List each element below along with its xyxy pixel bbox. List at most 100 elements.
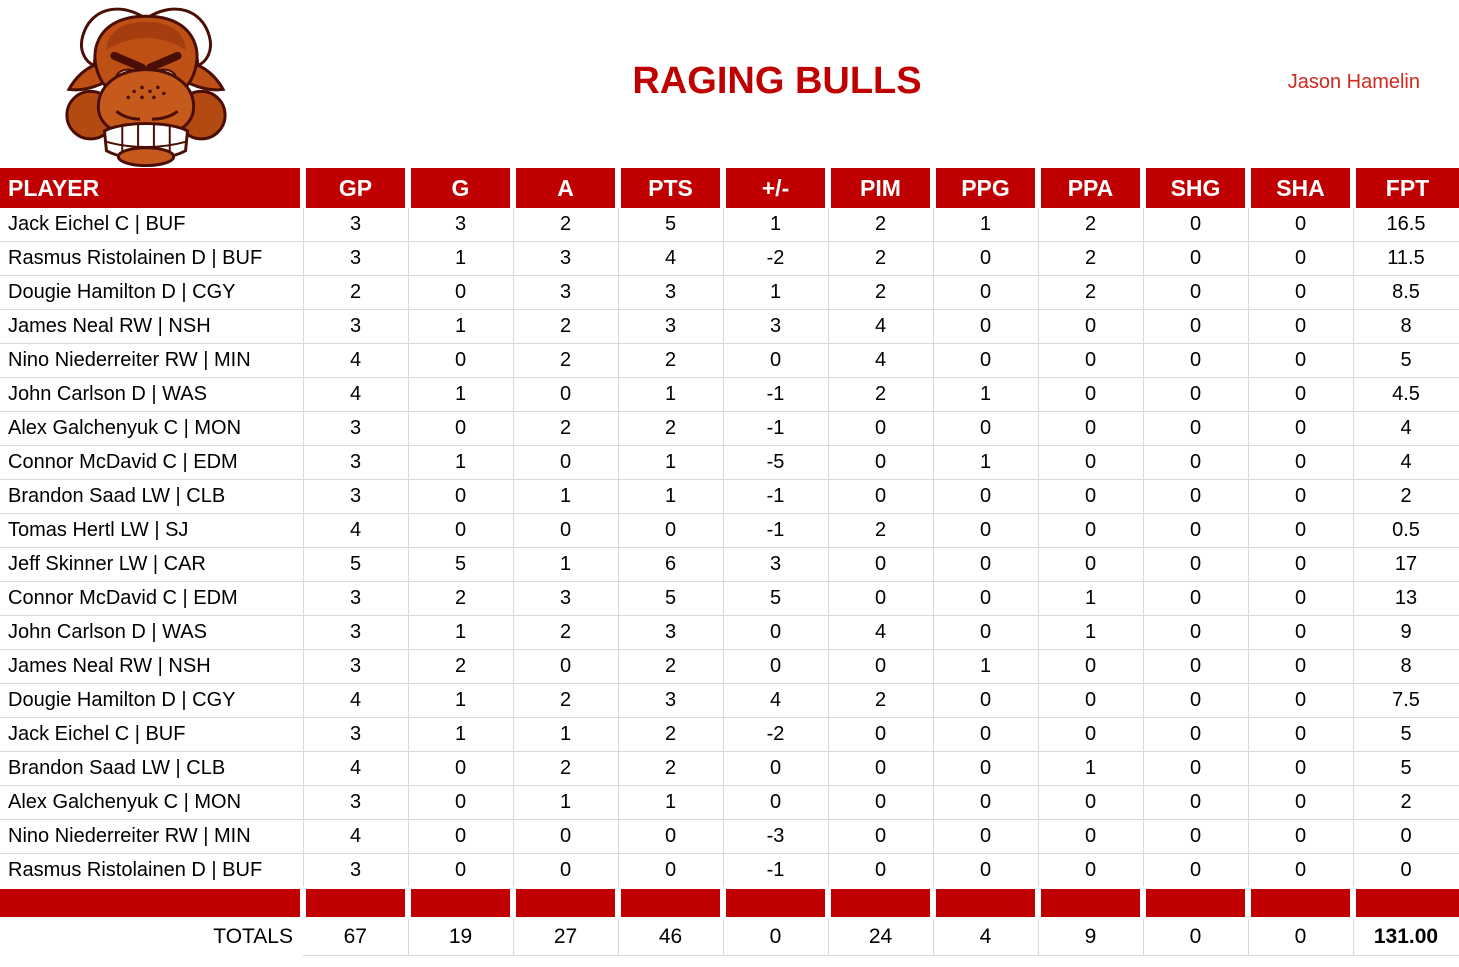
stat-cell[interactable]: 5 <box>1352 751 1459 786</box>
stat-cell[interactable]: 1 <box>932 208 1038 242</box>
stat-cell[interactable]: 1 <box>512 785 618 820</box>
player-name-cell[interactable]: Connor McDavid C | EDM <box>0 581 303 616</box>
stat-cell[interactable]: 0 <box>932 513 1038 548</box>
stat-cell[interactable]: 4 <box>302 819 408 854</box>
stat-cell[interactable]: 0 <box>722 785 828 820</box>
column-header-plus-minus[interactable]: +/- <box>720 168 828 208</box>
column-header-pim[interactable]: PIM <box>825 168 933 208</box>
stat-cell[interactable]: 0 <box>1037 785 1143 820</box>
stat-cell[interactable]: 2 <box>407 649 513 684</box>
stat-cell[interactable]: 0 <box>1037 343 1143 378</box>
stat-cell[interactable]: 2 <box>617 717 723 752</box>
stat-cell[interactable]: 4 <box>827 343 933 378</box>
stat-cell[interactable]: 0 <box>1352 819 1459 854</box>
player-name-cell[interactable]: Rasmus Ristolainen D | BUF <box>0 853 303 889</box>
stat-cell[interactable]: 0 <box>827 445 933 480</box>
stat-cell[interactable]: 0 <box>1037 853 1143 889</box>
stat-cell[interactable]: 5 <box>722 581 828 616</box>
stat-cell[interactable]: 8 <box>1352 649 1459 684</box>
stat-cell[interactable]: 1 <box>1037 615 1143 650</box>
stat-cell[interactable]: 3 <box>302 649 408 684</box>
stat-cell[interactable]: 3 <box>302 309 408 344</box>
stat-cell[interactable]: 0 <box>827 649 933 684</box>
stat-cell[interactable]: 0 <box>1037 547 1143 582</box>
player-name-cell[interactable]: John Carlson D | WAS <box>0 377 303 412</box>
column-header-fpt[interactable]: FPT <box>1350 168 1459 208</box>
stat-cell[interactable]: 0 <box>1142 853 1248 889</box>
stat-cell[interactable]: 3 <box>617 309 723 344</box>
stat-cell[interactable]: 16.5 <box>1352 208 1459 242</box>
stat-cell[interactable]: 1 <box>617 479 723 514</box>
stat-cell[interactable]: 5 <box>407 547 513 582</box>
stat-cell[interactable]: 0 <box>1247 343 1353 378</box>
stat-cell[interactable]: 0 <box>827 581 933 616</box>
stat-cell[interactable]: 0 <box>407 411 513 446</box>
stat-cell[interactable]: 2 <box>302 275 408 310</box>
stat-cell[interactable]: 3 <box>512 275 618 310</box>
stat-cell[interactable]: 0 <box>1352 853 1459 889</box>
stat-cell[interactable]: 2 <box>827 208 933 242</box>
stat-cell[interactable]: 0 <box>932 411 1038 446</box>
column-header-g[interactable]: G <box>405 168 513 208</box>
stat-cell[interactable]: 2 <box>617 411 723 446</box>
stat-cell[interactable]: 0 <box>1142 819 1248 854</box>
player-name-cell[interactable]: Rasmus Ristolainen D | BUF <box>0 241 303 276</box>
stat-cell[interactable]: 1 <box>617 377 723 412</box>
stat-cell[interactable]: 2 <box>407 581 513 616</box>
stat-cell[interactable]: 1 <box>407 309 513 344</box>
stat-cell[interactable]: 9 <box>1352 615 1459 650</box>
stat-cell[interactable]: 3 <box>512 581 618 616</box>
stat-cell[interactable]: 0 <box>1247 479 1353 514</box>
player-name-cell[interactable]: Brandon Saad LW | CLB <box>0 751 303 786</box>
stat-cell[interactable]: 2 <box>1352 479 1459 514</box>
stat-cell[interactable]: 0 <box>1037 411 1143 446</box>
stat-cell[interactable]: 2 <box>1037 208 1143 242</box>
stat-cell[interactable]: 0 <box>1247 309 1353 344</box>
stat-cell[interactable]: 4.5 <box>1352 377 1459 412</box>
stat-cell[interactable]: 0 <box>407 853 513 889</box>
stat-cell[interactable]: 2 <box>512 615 618 650</box>
stat-cell[interactable]: 4 <box>827 309 933 344</box>
stat-cell[interactable]: 2 <box>827 513 933 548</box>
stat-cell[interactable]: 0 <box>1247 853 1353 889</box>
stat-cell[interactable]: 0 <box>1037 479 1143 514</box>
stat-cell[interactable]: 5 <box>1352 343 1459 378</box>
stat-cell[interactable]: 0 <box>512 377 618 412</box>
stat-cell[interactable]: 2 <box>1037 241 1143 276</box>
stat-cell[interactable]: 2 <box>617 343 723 378</box>
stat-cell[interactable]: 3 <box>512 241 618 276</box>
stat-cell[interactable]: 2 <box>1352 785 1459 820</box>
stat-cell[interactable]: 3 <box>722 309 828 344</box>
stat-cell[interactable]: -3 <box>722 819 828 854</box>
stat-cell[interactable]: 2 <box>512 343 618 378</box>
stat-cell[interactable]: 0 <box>1037 377 1143 412</box>
stat-cell[interactable]: 0 <box>1142 547 1248 582</box>
stat-cell[interactable]: 0 <box>1037 649 1143 684</box>
stat-cell[interactable]: 4 <box>302 751 408 786</box>
stat-cell[interactable]: 2 <box>512 411 618 446</box>
stat-cell[interactable]: 0 <box>512 819 618 854</box>
stat-cell[interactable]: 0 <box>617 853 723 889</box>
stat-cell[interactable]: 2 <box>512 309 618 344</box>
stat-cell[interactable]: 1 <box>722 208 828 242</box>
stat-cell[interactable]: 0 <box>1142 513 1248 548</box>
stat-cell[interactable]: 0 <box>1247 717 1353 752</box>
stat-cell[interactable]: 0 <box>1142 309 1248 344</box>
stat-cell[interactable]: 2 <box>827 241 933 276</box>
stat-cell[interactable]: 0 <box>722 649 828 684</box>
stat-cell[interactable]: 8.5 <box>1352 275 1459 310</box>
stat-cell[interactable]: 0 <box>1037 819 1143 854</box>
stat-cell[interactable]: 3 <box>302 581 408 616</box>
player-name-cell[interactable]: Jack Eichel C | BUF <box>0 208 303 242</box>
stat-cell[interactable]: 8 <box>1352 309 1459 344</box>
stat-cell[interactable]: 2 <box>617 649 723 684</box>
stat-cell[interactable]: 0 <box>1247 445 1353 480</box>
column-header-ppa[interactable]: PPA <box>1035 168 1143 208</box>
stat-cell[interactable]: 0 <box>512 445 618 480</box>
stat-cell[interactable]: -1 <box>722 513 828 548</box>
stat-cell[interactable]: 2 <box>827 377 933 412</box>
stat-cell[interactable]: 1 <box>407 445 513 480</box>
stat-cell[interactable]: -1 <box>722 479 828 514</box>
stat-cell[interactable]: 5 <box>617 581 723 616</box>
stat-cell[interactable]: 1 <box>407 377 513 412</box>
